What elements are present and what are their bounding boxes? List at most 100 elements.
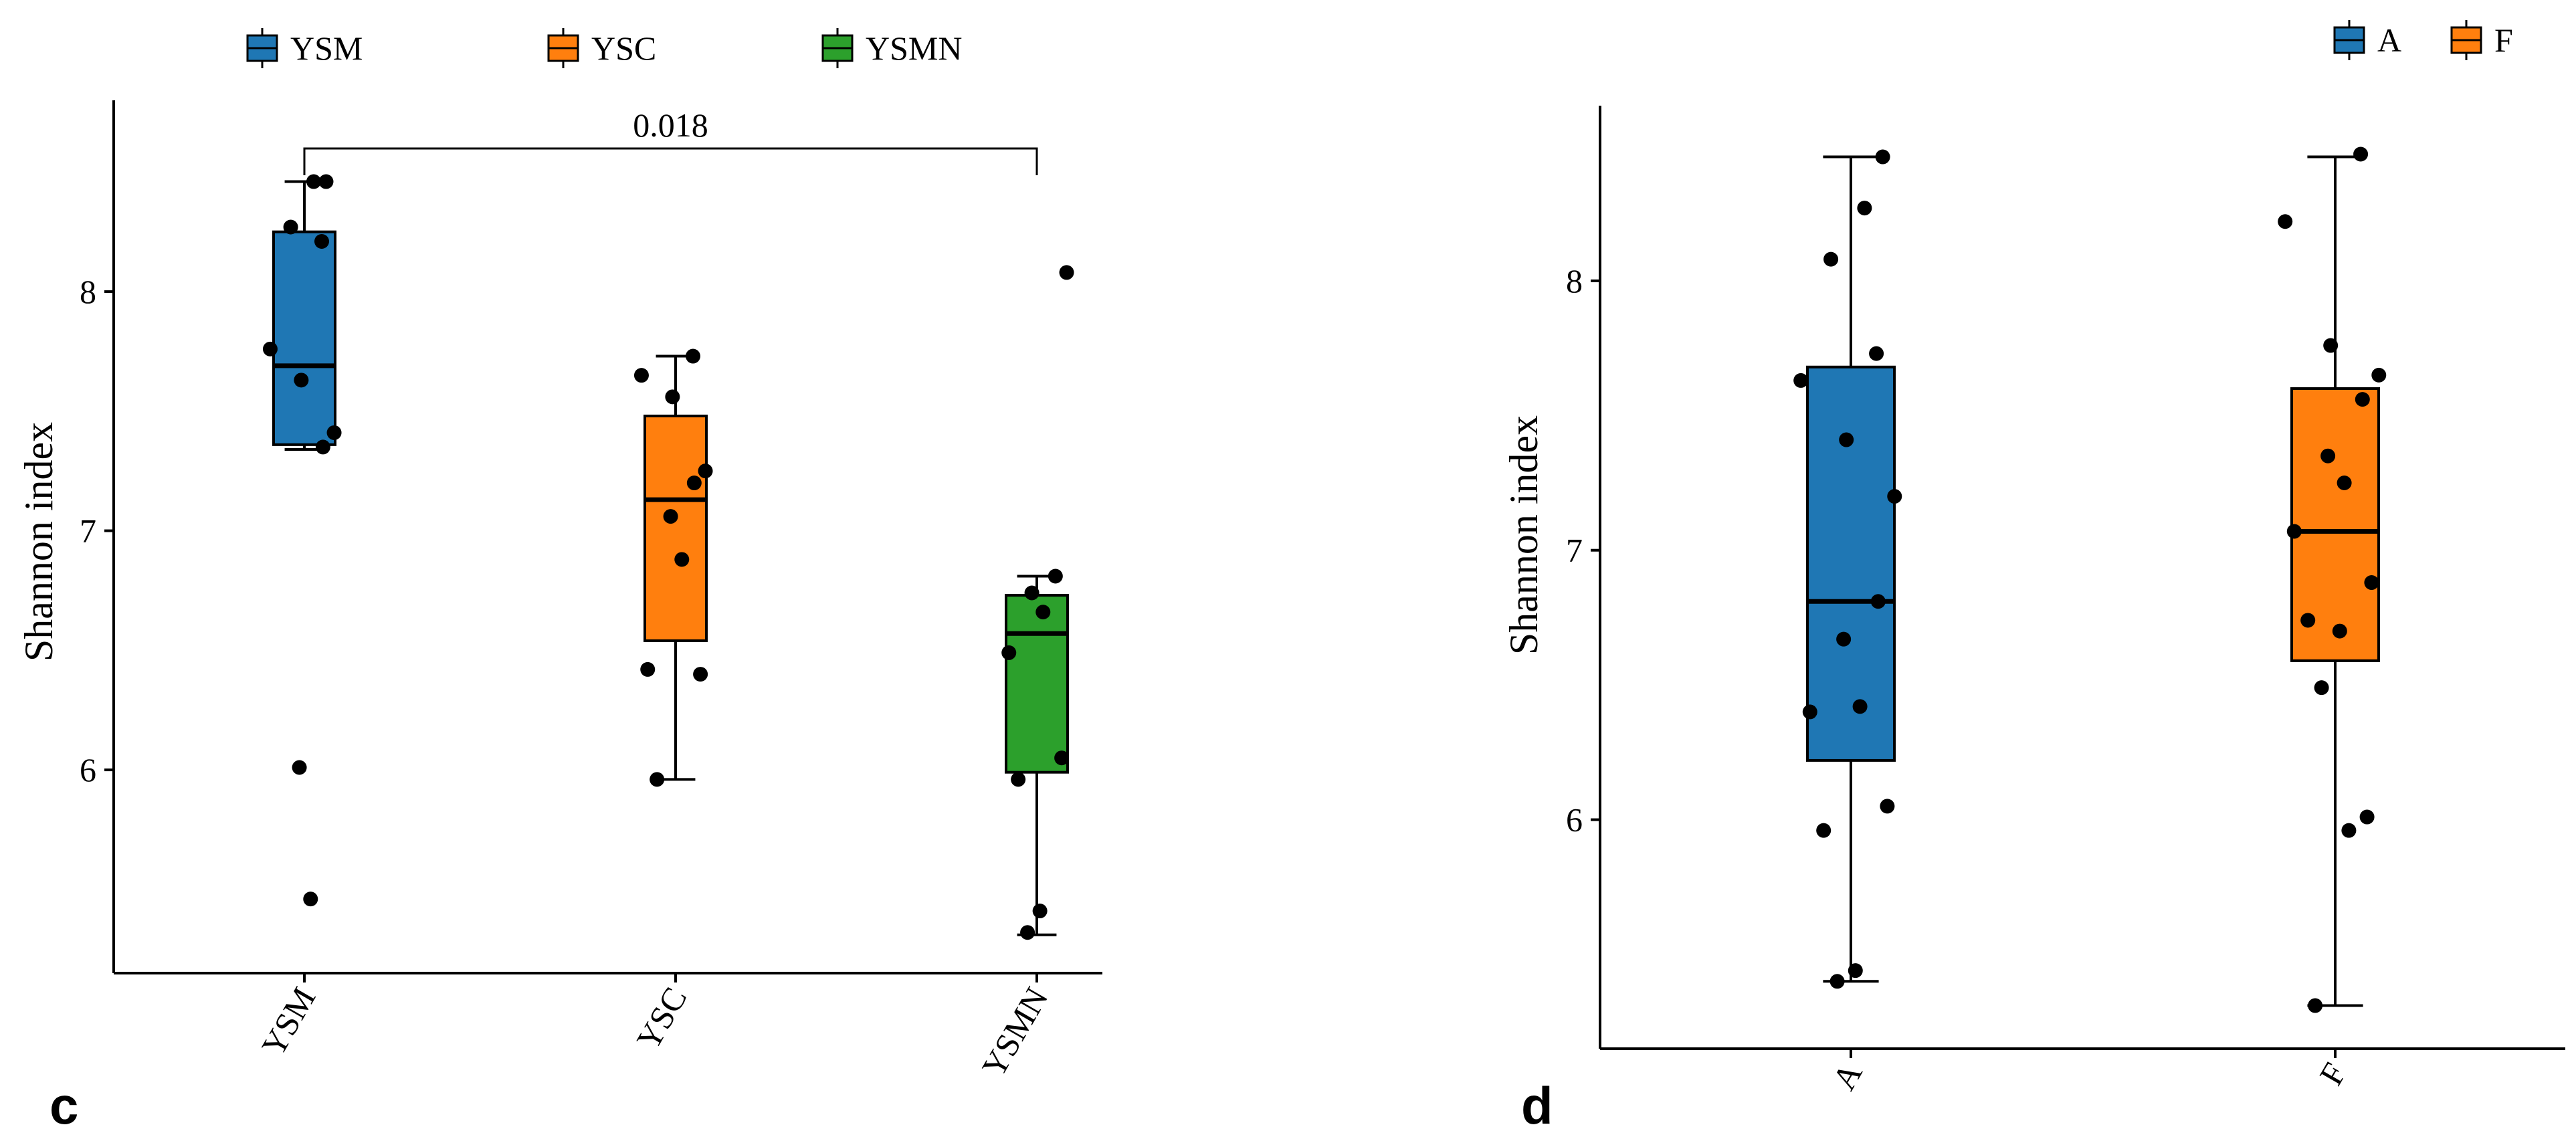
panel-c: YSM YSC YSMN 0.018 6 7 8 YSM YSC YSMN Shannon i…: [17, 28, 1102, 1135]
data-point-ysc: [640, 661, 656, 677]
data-point-a: [1869, 346, 1884, 361]
data-point-ysc: [686, 476, 702, 491]
data-point-f: [2323, 338, 2339, 353]
data-point-a: [1836, 631, 1852, 647]
data-point-a: [1848, 963, 1863, 978]
y-axis-title-d: Shannon index: [1502, 415, 1546, 655]
data-point-f: [2314, 680, 2329, 696]
data-point-a: [1870, 594, 1886, 609]
data-point-ysm: [326, 425, 342, 440]
y-tick-label: 7: [80, 512, 96, 550]
panel-label-d: d: [1521, 1076, 1553, 1135]
data-point-ysm: [292, 760, 307, 775]
box-ysc: [643, 414, 708, 643]
data-point-ysc: [650, 772, 665, 787]
data-point-f: [2341, 823, 2357, 838]
data-point-ysm: [315, 439, 330, 455]
data-point-a: [1852, 699, 1868, 714]
data-point-ysmn: [1032, 904, 1048, 919]
data-point-f: [2286, 524, 2302, 539]
data-point-a: [1816, 823, 1831, 838]
x-tick-label-a: A: [1825, 1057, 1870, 1096]
legend-label-f: F: [2494, 21, 2513, 59]
data-point-ysm: [283, 219, 298, 235]
data-point-a: [1839, 432, 1854, 447]
data-point-a: [1793, 373, 1809, 388]
data-point-f: [2337, 476, 2352, 490]
data-point-ysm: [318, 174, 334, 189]
data-point-f: [2300, 613, 2316, 628]
data-point-f: [2332, 623, 2347, 639]
legend-label-ysc: YSC: [591, 29, 656, 67]
data-point-ysm: [303, 892, 318, 907]
data-point-ysm: [306, 174, 321, 189]
x-tick-label-ysc: YSC: [629, 981, 694, 1056]
significance-bracket: 0.018: [303, 106, 1038, 175]
data-point-ysm: [262, 341, 278, 356]
box-a: [1806, 365, 1896, 762]
legend-label-ysm: YSM: [290, 29, 363, 67]
data-point-f: [2353, 146, 2369, 162]
box-ysmn: [1005, 594, 1069, 774]
y-tick-label: 8: [80, 273, 96, 310]
legend-c: YSM YSC YSMN: [246, 28, 962, 68]
x-tick-label-f: F: [2312, 1057, 2353, 1092]
y-tick-label: 7: [1566, 532, 1583, 569]
y-tick-label: 6: [1566, 801, 1583, 839]
legend-key-ysc: [547, 28, 579, 68]
data-point-a: [1802, 704, 1817, 720]
data-point-f: [2371, 367, 2387, 383]
y-tick-label: 6: [80, 751, 96, 789]
legend-label-ysmn: YSMN: [866, 29, 962, 67]
data-point-ysc: [663, 509, 678, 524]
data-point-ysmn: [1024, 585, 1039, 601]
legend-key-ysm: [246, 28, 278, 68]
points-c: [262, 174, 1074, 940]
data-point-ysc: [633, 368, 649, 383]
data-point-f: [2308, 998, 2323, 1013]
data-point-ysmn: [1048, 568, 1063, 584]
y-tick-label: 8: [1566, 262, 1583, 300]
data-point-ysc: [693, 667, 708, 682]
comparison-bracket-line: [303, 147, 1038, 175]
data-point-f: [2278, 214, 2293, 229]
data-point-a: [1823, 251, 1839, 267]
legend-label-a: A: [2377, 21, 2401, 59]
data-point-ysmn: [1001, 645, 1017, 660]
p-value-label: 0.018: [633, 106, 708, 144]
data-point-ysm: [314, 233, 329, 249]
data-point-ysc: [665, 389, 680, 405]
data-point-a: [1829, 974, 1845, 989]
data-point-ysc: [698, 463, 713, 479]
data-point-f: [2359, 809, 2375, 825]
data-point-ysmn: [1059, 265, 1074, 280]
x-tick-label-ysm: YSM: [254, 981, 323, 1063]
points-d: [1793, 146, 2387, 1013]
data-point-f: [2364, 575, 2379, 591]
legend-key-f: [2450, 20, 2482, 60]
data-point-a: [1887, 489, 1902, 504]
data-point-f: [2320, 448, 2336, 463]
data-point-ysm: [294, 373, 309, 388]
box-ysm: [272, 230, 336, 446]
boxes-d: [1806, 155, 2380, 1007]
x-tick-label-ysmn: YSMN: [975, 981, 1056, 1083]
legend-key-a: [2333, 20, 2365, 60]
data-point-ysc: [674, 552, 690, 567]
data-point-ysmn: [1020, 925, 1035, 940]
data-point-ysmn: [1035, 605, 1051, 620]
data-point-a: [1857, 201, 1872, 216]
legend-key-ysmn: [821, 28, 854, 68]
y-axis-title-c: Shannon index: [17, 422, 61, 661]
axes-d: 6 7 8 A F: [1566, 106, 2565, 1096]
data-point-f: [2355, 392, 2370, 407]
boxes-c: [272, 180, 1069, 936]
data-point-ysmn: [1054, 750, 1070, 766]
data-point-a: [1875, 149, 1890, 165]
data-point-a: [1880, 799, 1895, 814]
data-point-ysmn: [1011, 772, 1026, 787]
data-point-ysc: [685, 348, 700, 364]
